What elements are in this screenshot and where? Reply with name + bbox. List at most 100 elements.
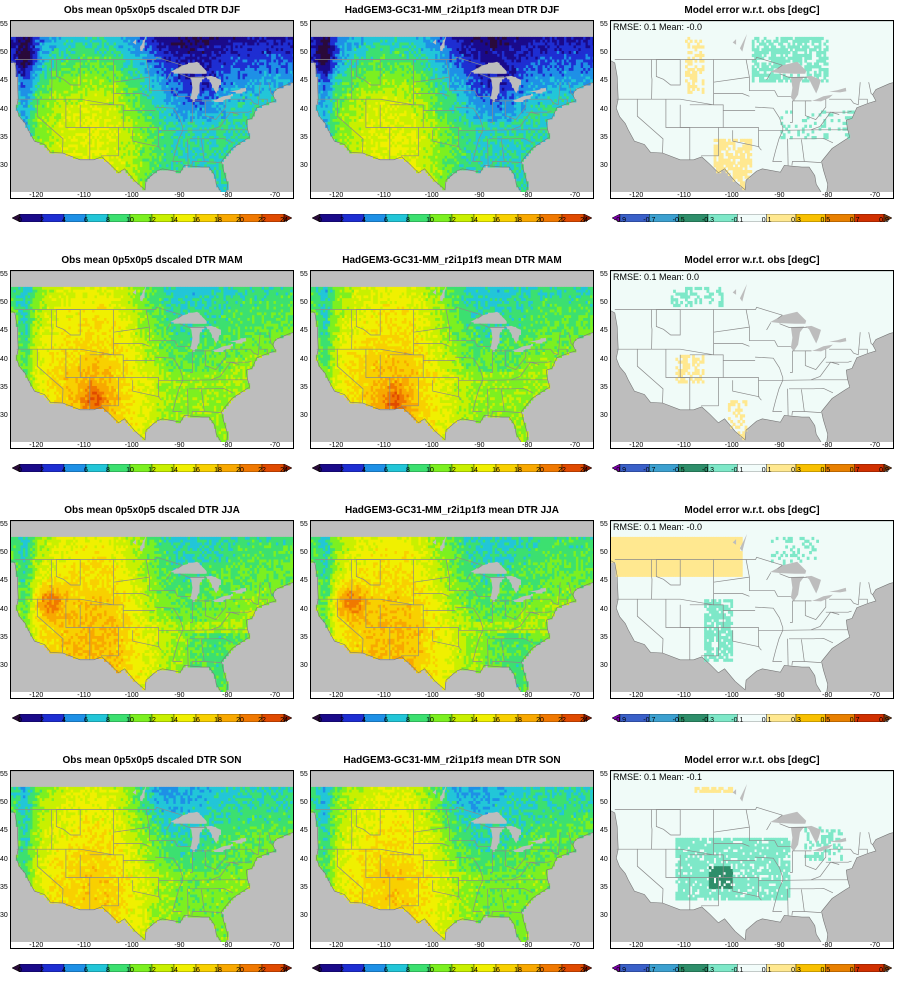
map-canvas (311, 21, 593, 198)
error-colorbar (611, 959, 893, 973)
lon-tick-label: -70 (860, 192, 890, 199)
lat-tick-label: 35 (0, 134, 8, 141)
lat-tick-label: 30 (300, 912, 308, 919)
colorbar-tick-label: 20 (530, 717, 550, 724)
lon-tick-label: -70 (260, 692, 290, 699)
lat-tick-label: 45 (600, 827, 608, 834)
lon-tick-label: -80 (212, 192, 242, 199)
colorbar-tick-label: 16 (186, 967, 206, 974)
lon-tick-label: -90 (764, 192, 794, 199)
lon-tick-label: -110 (369, 692, 399, 699)
panel-title: HadGEM3-GC31-MM_r2i1p1f3 mean DTR MAM (302, 255, 602, 266)
colorbar-tick-label: -0.7 (639, 967, 659, 974)
lat-tick-label: 35 (0, 884, 8, 891)
lon-tick-label: -100 (417, 192, 447, 199)
panel-title: Model error w.r.t. obs [degC] (602, 255, 900, 266)
lat-tick-label: 35 (600, 884, 608, 891)
map-canvas (11, 21, 293, 198)
colorbar-tick-label: 0.7 (845, 217, 865, 224)
lon-tick-label: -90 (464, 442, 494, 449)
error-stats: RMSE: 0.1 Mean: -0.0 (613, 22, 702, 32)
lat-tick-label: 40 (600, 356, 608, 363)
colorbar-tick-label: 2 (32, 217, 52, 224)
lon-tick-label: -120 (621, 442, 651, 449)
lat-tick-label: 35 (300, 134, 308, 141)
lat-tick-label: 30 (300, 662, 308, 669)
colorbar-tick-label: 12 (442, 217, 462, 224)
colorbar-tick-label: 18 (208, 717, 228, 724)
colorbar-tick-label: 10 (420, 717, 440, 724)
lat-tick-label: 55 (300, 521, 308, 528)
lat-tick-label: 50 (0, 799, 8, 806)
lon-tick-label: -120 (321, 942, 351, 949)
lat-tick-label: 50 (300, 549, 308, 556)
lat-tick-label: 55 (300, 771, 308, 778)
lon-tick-label: -80 (212, 942, 242, 949)
colorbar-tick-label: 4 (354, 467, 374, 474)
lon-tick-label: -90 (164, 692, 194, 699)
lon-tick-label: -80 (512, 442, 542, 449)
dtr-colorbar (311, 709, 593, 723)
lon-tick-label: -70 (860, 942, 890, 949)
lat-tick-label: 50 (0, 299, 8, 306)
lon-tick-label: -110 (369, 192, 399, 199)
lon-tick-label: -90 (464, 692, 494, 699)
map-canvas (311, 771, 593, 948)
colorbar-tick-label: 0.7 (845, 967, 865, 974)
colorbar-tick-label: 8 (398, 717, 418, 724)
lon-tick-label: -120 (21, 192, 51, 199)
lon-tick-label: -100 (717, 942, 747, 949)
colorbar-tick-label: 12 (442, 717, 462, 724)
lon-tick-label: -100 (417, 942, 447, 949)
lat-tick-label: 35 (300, 384, 308, 391)
lat-tick-label: 30 (600, 662, 608, 669)
map-canvas (11, 521, 293, 698)
lon-tick-label: -70 (560, 942, 590, 949)
lat-tick-label: 55 (600, 521, 608, 528)
lon-tick-label: -120 (621, 692, 651, 699)
lon-tick-label: -120 (621, 192, 651, 199)
colorbar-tick-label: 20 (230, 217, 250, 224)
map-canvas (11, 771, 293, 948)
colorbar-tick-label: 16 (186, 217, 206, 224)
colorbar-tick-label: 14 (464, 967, 484, 974)
colorbar-tick-label: 0.9 (874, 217, 894, 224)
lat-tick-label: 45 (300, 327, 308, 334)
lat-tick-label: 35 (0, 634, 8, 641)
colorbar-tick-label: 0 (10, 467, 30, 474)
lat-tick-label: 55 (600, 771, 608, 778)
colorbar-tick-label: -0.7 (639, 467, 659, 474)
colorbar-tick-label: 6 (76, 217, 96, 224)
colorbar-tick-label: -0.1 (727, 967, 747, 974)
lon-tick-label: -70 (560, 692, 590, 699)
colorbar-tick-label: 10 (120, 467, 140, 474)
colorbar-tick-label: 12 (142, 217, 162, 224)
colorbar-tick-label: 2 (332, 967, 352, 974)
colorbar-tick-label: 24 (574, 467, 594, 474)
colorbar-tick-label: -0.7 (639, 717, 659, 724)
colorbar-tick-label: 0.5 (815, 967, 835, 974)
lat-tick-label: 40 (600, 106, 608, 113)
lon-tick-label: -70 (860, 442, 890, 449)
lat-tick-label: 50 (300, 799, 308, 806)
lat-tick-label: 45 (600, 77, 608, 84)
panel-title: Obs mean 0p5x0p5 dscaled DTR SON (2, 755, 302, 766)
colorbar-tick-label: 16 (486, 467, 506, 474)
lon-tick-label: -70 (860, 692, 890, 699)
lon-tick-label: -100 (117, 442, 147, 449)
lat-tick-label: 40 (300, 856, 308, 863)
colorbar-tick-label: 10 (420, 217, 440, 224)
lon-tick-label: -90 (764, 942, 794, 949)
colorbar-tick-label: 6 (376, 717, 396, 724)
error-stats: RMSE: 0.1 Mean: -0.0 (613, 522, 702, 532)
colorbar-tick-label: 10 (120, 217, 140, 224)
colorbar-tick-label: -0.9 (610, 967, 630, 974)
lon-tick-label: -120 (21, 442, 51, 449)
panel-title: HadGEM3-GC31-MM_r2i1p1f3 mean DTR JJA (302, 505, 602, 516)
colorbar-tick-label: 22 (552, 217, 572, 224)
colorbar-tick-label: 22 (552, 717, 572, 724)
lon-tick-label: -80 (512, 192, 542, 199)
colorbar-tick-label: -0.3 (698, 967, 718, 974)
lon-tick-label: -100 (117, 192, 147, 199)
colorbar-tick-label: 6 (376, 467, 396, 474)
